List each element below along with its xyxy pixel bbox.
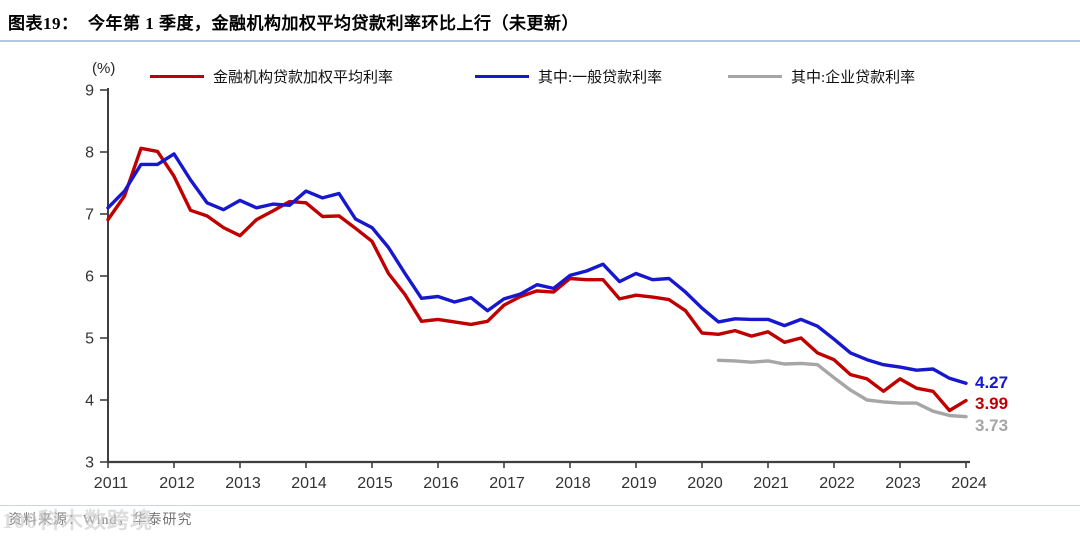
end-label-general-loan-rate: 4.27: [975, 373, 1009, 393]
series-line: [106, 146, 968, 413]
x-tick-label: 2011: [94, 475, 129, 492]
line-chart: 3 4 5 6 7 8 9 2011 2012 2013 2014 2015 2016 2017 2018 2…: [85, 83, 987, 493]
footer-divider: [0, 505, 1080, 506]
y-tick-label: 9: [85, 83, 94, 100]
y-tick-label: 7: [85, 207, 94, 224]
x-tick-label: 2023: [885, 475, 921, 492]
x-tick-label: 2019: [621, 475, 657, 492]
x-tick-label: 2012: [159, 475, 195, 492]
y-tick-label: 8: [85, 145, 94, 162]
y-tick-label: 4: [85, 393, 94, 410]
x-tick-label: 2015: [357, 475, 393, 492]
legend-swatch-gray-line-icon: [728, 74, 782, 78]
y-axis-unit-label: (%): [92, 60, 116, 77]
legend-label: 金融机构贷款加权平均利率: [213, 69, 394, 86]
end-label-corporate-loan-rate: 3.73: [975, 415, 1009, 435]
x-tick-label: 2024: [951, 475, 987, 492]
y-tick-label: 6: [85, 269, 94, 286]
y-tick-label: 3: [85, 455, 94, 472]
source-note: 资料来源：Wind，华泰研究: [8, 513, 193, 528]
legend-item-corporate-loan-rate: 其中:企业贷款利率: [728, 66, 915, 86]
chart-title: 图表19： 今年第 1 季度，金融机构加权平均贷款利率环比上行（未更新）: [8, 14, 579, 33]
legend-label: 其中:企业贷款利率: [791, 69, 916, 86]
legend-swatch-red-line-icon: [150, 74, 204, 78]
legend-item-general-loan-rate: 其中:一般贷款利率: [475, 66, 662, 86]
legend-item-weighted-average-rate: 金融机构贷款加权平均利率: [150, 66, 393, 86]
x-tick-label: 2022: [819, 475, 855, 492]
x-tick-label: 2013: [225, 475, 261, 492]
end-label-weighted-average-rate: 3.99: [975, 393, 1009, 413]
x-tick-label: 2020: [687, 475, 723, 492]
title-divider: [0, 40, 1080, 42]
x-tick-label: 2018: [555, 475, 591, 492]
legend-label: 其中:一般贷款利率: [538, 69, 663, 86]
series-line: [106, 152, 968, 385]
x-tick-label: 2021: [753, 475, 789, 492]
x-tick-label: 2017: [489, 475, 525, 492]
y-tick-label: 5: [85, 331, 94, 348]
legend-swatch-blue-line-icon: [475, 74, 529, 78]
legend: 金融机构贷款加权平均利率 其中:一般贷款利率 其中:企业贷款利率: [0, 66, 1080, 86]
series-line: [716, 358, 968, 419]
x-tick-label: 2016: [423, 475, 459, 492]
x-tick-label: 2014: [291, 475, 327, 492]
